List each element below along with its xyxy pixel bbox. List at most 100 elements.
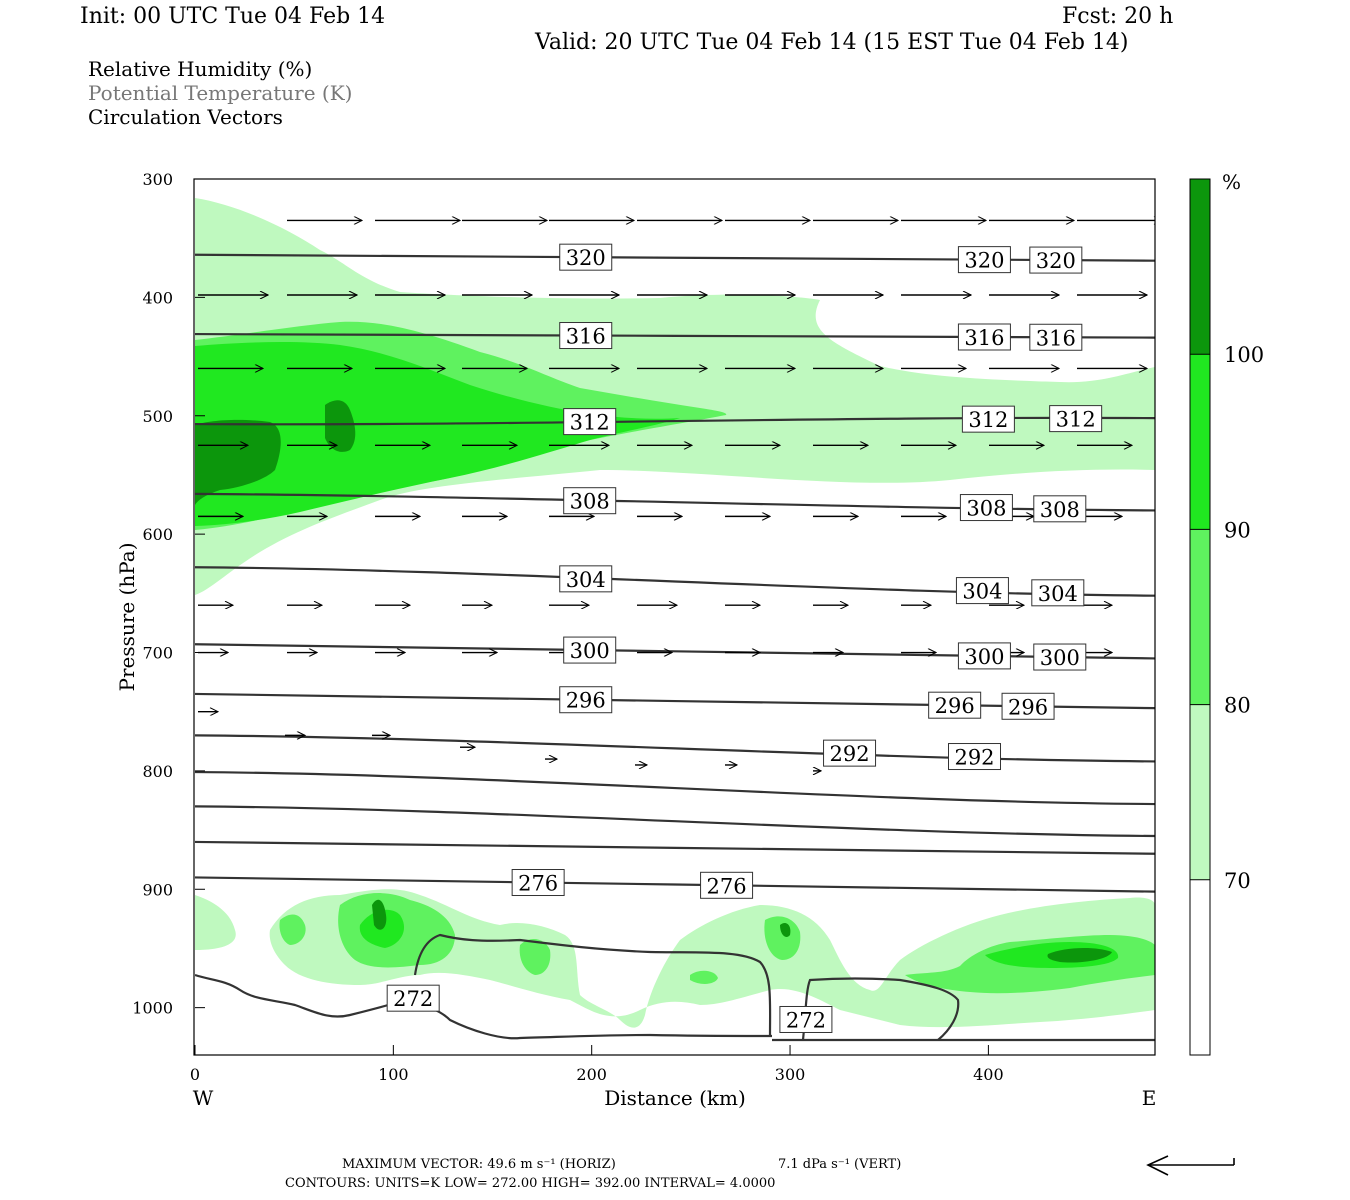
contour-label-text: 312 bbox=[968, 408, 1008, 432]
contour-label-320: 320 bbox=[957, 246, 1011, 274]
contour-label-box bbox=[948, 743, 1002, 771]
max-vector-horiz: MAXIMUM VECTOR: 49.6 m s⁻¹ (HORIZ) bbox=[342, 1157, 616, 1172]
x-tick-label: 0 bbox=[190, 1065, 200, 1084]
rh-80-lower-e bbox=[690, 970, 718, 984]
theta-contour-316 bbox=[195, 332, 1155, 339]
rh-80-lower bbox=[279, 914, 306, 945]
contour-label-box bbox=[1049, 405, 1103, 433]
contour-label-312: 312 bbox=[1049, 405, 1103, 433]
y-tick-label: 800 bbox=[142, 762, 173, 781]
y-tick-label: 300 bbox=[142, 170, 173, 189]
contour-label-292: 292 bbox=[948, 743, 1002, 771]
contour-label-text: 296 bbox=[1008, 695, 1048, 719]
axes: 300 400 500 600 700 800 900 1000 0 100 200 300 400 Di… bbox=[115, 170, 1156, 1110]
colorbar-segment bbox=[1190, 879, 1210, 1055]
colorbar-label: 70 bbox=[1224, 869, 1251, 893]
rh-80-lower-d bbox=[764, 916, 801, 960]
contour-label-text: 272 bbox=[393, 987, 433, 1011]
contour-label-box bbox=[955, 577, 1009, 605]
reference-vector bbox=[1146, 1155, 1235, 1176]
circulation-vectors bbox=[198, 106, 1155, 770]
contour-label-text: 304 bbox=[566, 568, 606, 592]
x-tick-label: 400 bbox=[973, 1065, 1004, 1084]
contour-label-box bbox=[779, 1005, 833, 1033]
contour-label-272: 272 bbox=[779, 1005, 833, 1033]
contour-label-text: 320 bbox=[1036, 249, 1076, 273]
contour-label-box bbox=[823, 739, 877, 767]
contour-label-text: 300 bbox=[964, 645, 1004, 669]
contour-label-text: 304 bbox=[1038, 582, 1078, 606]
contour-label-box bbox=[1029, 246, 1083, 274]
contour-label-text: 308 bbox=[570, 490, 610, 514]
y-tick-label: 700 bbox=[142, 644, 173, 663]
contour-label-text: 300 bbox=[1040, 646, 1080, 670]
contour-label-box bbox=[1031, 579, 1085, 607]
west-label: W bbox=[193, 1086, 214, 1110]
contour-label-316: 316 bbox=[957, 323, 1011, 351]
contour-label-292: 292 bbox=[823, 739, 877, 767]
contour-label-box bbox=[559, 565, 613, 593]
forecast-hour: Fcst: 20 h bbox=[1062, 4, 1174, 29]
contour-label-box bbox=[559, 243, 613, 271]
y-tick-label: 400 bbox=[142, 288, 173, 307]
contour-label-text: 316 bbox=[964, 326, 1004, 350]
contour-label-text: 312 bbox=[570, 411, 610, 435]
colorbar: 70 80 90 100% bbox=[1189, 170, 1264, 1056]
contour-label-box bbox=[511, 869, 565, 897]
contour-label-box bbox=[563, 636, 617, 664]
colorbar-label: 80 bbox=[1224, 694, 1251, 718]
contour-label-316: 316 bbox=[1029, 323, 1083, 351]
contour-label-312: 312 bbox=[563, 408, 617, 436]
contour-label-300: 300 bbox=[563, 636, 617, 664]
rh-100-lower bbox=[372, 899, 387, 930]
contour-label-box bbox=[957, 323, 1011, 351]
contour-label-box bbox=[563, 487, 617, 515]
legend-potential-temperature: Potential Temperature (K) bbox=[88, 81, 353, 105]
contour-label-box bbox=[961, 405, 1015, 433]
contour-label-320: 320 bbox=[559, 243, 613, 271]
theta-contour-312 bbox=[195, 416, 1155, 426]
colorbar-label: 100 bbox=[1224, 343, 1264, 367]
theta-contour-292 bbox=[195, 734, 1155, 763]
rh-80-lower-c bbox=[519, 938, 551, 975]
colorbar-segment bbox=[1190, 529, 1210, 705]
contour-label-308: 308 bbox=[563, 487, 617, 515]
contour-label-text: 292 bbox=[954, 746, 994, 770]
y-tick-label: 500 bbox=[142, 407, 173, 426]
rh-70-lower bbox=[195, 895, 236, 950]
contour-label-320: 320 bbox=[1029, 246, 1083, 274]
contour-label-300: 300 bbox=[1033, 643, 1087, 671]
theta-272-line-b bbox=[413, 933, 772, 1037]
contour-info: CONTOURS: UNITS=K LOW= 272.00 HIGH= 392.… bbox=[285, 1176, 776, 1191]
contour-label-text: 276 bbox=[707, 874, 747, 898]
theta-272-line-c bbox=[801, 977, 960, 1041]
y-tick-label: 900 bbox=[142, 880, 173, 899]
theta-contour-304 bbox=[195, 566, 1155, 597]
theta-contour-280 bbox=[195, 840, 1155, 855]
contour-label-box bbox=[1001, 692, 1055, 720]
contour-label-272: 272 bbox=[386, 984, 440, 1012]
colorbar-frame bbox=[1189, 178, 1211, 1056]
contour-label-box bbox=[700, 871, 754, 899]
colorbar-unit: % bbox=[1222, 170, 1241, 194]
rh-100-lower-b bbox=[780, 923, 791, 937]
max-vector-vert: 7.1 dPa s⁻¹ (VERT) bbox=[778, 1157, 902, 1172]
contour-label-304: 304 bbox=[559, 565, 613, 593]
contour-label-300: 300 bbox=[957, 642, 1011, 670]
contour-label-text: 308 bbox=[966, 497, 1006, 521]
contour-label-text: 320 bbox=[566, 246, 606, 270]
contour-label-box bbox=[559, 686, 613, 714]
contour-label-276: 276 bbox=[511, 869, 565, 897]
contour-label-box bbox=[386, 984, 440, 1012]
contour-label-text: 296 bbox=[935, 694, 975, 718]
contour-label-box bbox=[1029, 323, 1083, 351]
contour-label-308: 308 bbox=[959, 494, 1013, 522]
y-axis-label: Pressure (hPa) bbox=[115, 543, 139, 692]
rh-90-upper bbox=[195, 342, 680, 526]
theta-contour-288 bbox=[195, 770, 1155, 806]
y-tick-label: 600 bbox=[142, 525, 173, 544]
colorbar-segment bbox=[1190, 704, 1210, 880]
contour-label-box bbox=[559, 322, 613, 350]
contour-label-box bbox=[957, 642, 1011, 670]
theta-272-contour bbox=[195, 933, 1155, 1042]
